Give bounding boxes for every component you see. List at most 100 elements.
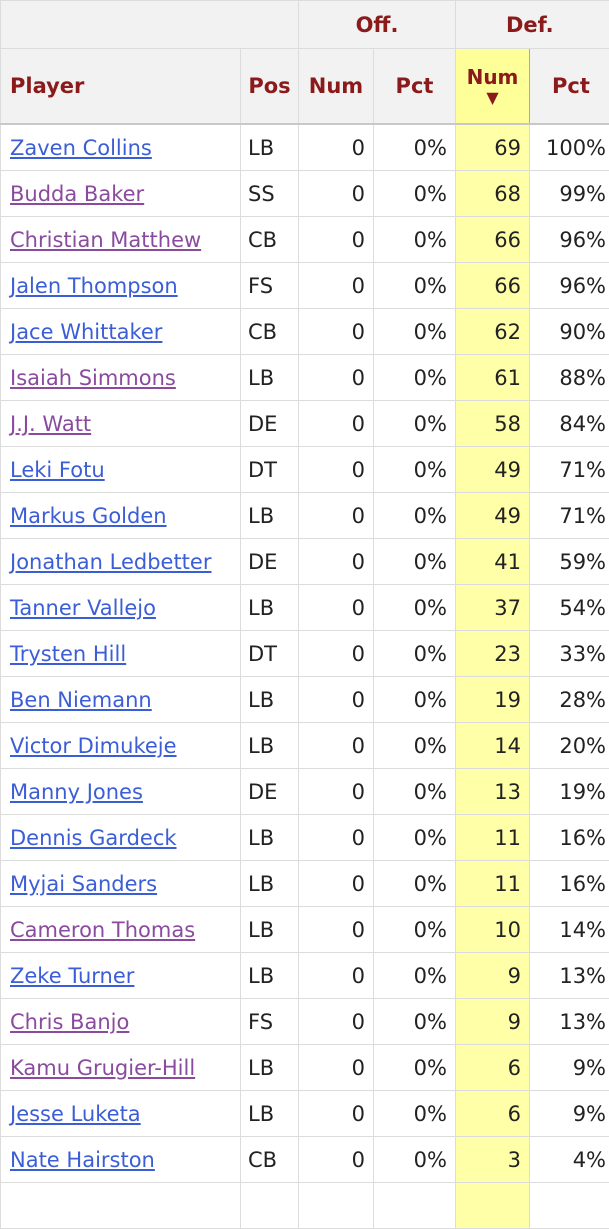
player-cell: Isaiah Simmons [1,355,241,401]
off-pct-cell: 0% [374,401,456,447]
def-pct-cell: 16% [530,815,609,861]
player-cell: Tanner Vallejo [1,585,241,631]
off-pct-cell: 0% [374,263,456,309]
player-cell: Jace Whittaker [1,309,241,355]
off-pct-cell: 0% [374,677,456,723]
player-link[interactable]: Tanner Vallejo [10,596,156,620]
def-pct-cell: 9% [530,1091,609,1137]
player-link[interactable]: Kamu Grugier-Hill [10,1056,195,1080]
position-cell: DT [241,447,299,493]
column-header-pos[interactable]: Pos [241,49,299,125]
position-cell: DE [241,539,299,585]
off-num-cell: 0 [299,171,374,217]
player-link[interactable]: Victor Dimukeje [10,734,177,758]
column-header-player[interactable]: Player [1,49,241,125]
player-link[interactable]: Ben Niemann [10,688,152,712]
player-link[interactable]: Leki Fotu [10,458,105,482]
player-link[interactable]: J.J. Watt [10,412,91,436]
player-link[interactable]: Budda Baker [10,182,144,206]
off-num-cell: 0 [299,815,374,861]
table-row [1,1183,609,1229]
column-header-def-pct[interactable]: Pct [530,49,609,125]
player-link[interactable]: Trysten Hill [10,642,126,666]
def-num-cell: 69 [456,124,530,171]
player-cell: Chris Banjo [1,999,241,1045]
def-num-cell: 49 [456,493,530,539]
player-link[interactable]: Markus Golden [10,504,167,528]
def-pct-cell: 9% [530,1045,609,1091]
column-header-off-num[interactable]: Num [299,49,374,125]
player-link[interactable]: Nate Hairston [10,1148,155,1172]
position-cell: LB [241,815,299,861]
off-pct-cell: 0% [374,999,456,1045]
def-num-cell: 23 [456,631,530,677]
def-num-cell: 41 [456,539,530,585]
player-link[interactable]: Isaiah Simmons [10,366,176,390]
def-num-cell: 62 [456,309,530,355]
group-header-offense: Off. [299,1,456,49]
def-num-cell: 6 [456,1091,530,1137]
player-cell: Myjai Sanders [1,861,241,907]
position-cell: CB [241,1137,299,1183]
off-num-cell: 0 [299,1137,374,1183]
def-pct-cell: 33% [530,631,609,677]
position-cell: LB [241,124,299,171]
column-header-off-pct[interactable]: Pct [374,49,456,125]
player-link[interactable]: Zaven Collins [10,136,152,160]
off-num-cell: 0 [299,585,374,631]
player-cell: Jesse Luketa [1,1091,241,1137]
player-cell: Nate Hairston [1,1137,241,1183]
player-link[interactable]: Chris Banjo [10,1010,129,1034]
off-num-cell [299,1183,374,1229]
def-num-cell: 9 [456,999,530,1045]
off-pct-cell: 0% [374,355,456,401]
player-link[interactable]: Dennis Gardeck [10,826,177,850]
off-pct-cell: 0% [374,217,456,263]
def-num-cell: 68 [456,171,530,217]
player-link[interactable]: Zeke Turner [10,964,134,988]
player-link[interactable]: Myjai Sanders [10,872,157,896]
def-num-cell: 11 [456,861,530,907]
def-num-cell: 61 [456,355,530,401]
off-pct-cell: 0% [374,953,456,999]
def-num-cell: 6 [456,1045,530,1091]
player-link[interactable]: Jace Whittaker [10,320,162,344]
player-link[interactable]: Manny Jones [10,780,143,804]
def-num-cell [456,1183,530,1229]
player-link[interactable]: Jesse Luketa [10,1102,141,1126]
def-pct-cell: 90% [530,309,609,355]
def-pct-cell [530,1183,609,1229]
position-cell: DE [241,401,299,447]
player-cell: Kamu Grugier-Hill [1,1045,241,1091]
off-num-cell: 0 [299,953,374,999]
off-pct-cell: 0% [374,539,456,585]
player-link[interactable]: Cameron Thomas [10,918,195,942]
player-link[interactable]: Jalen Thompson [10,274,178,298]
def-num-cell: 11 [456,815,530,861]
player-cell: Jonathan Ledbetter [1,539,241,585]
off-pct-cell: 0% [374,861,456,907]
column-header-def-num-sorted[interactable]: Num ▼ [456,49,530,125]
player-link[interactable]: Jonathan Ledbetter [10,550,211,574]
position-cell: LB [241,907,299,953]
off-pct-cell: 0% [374,1137,456,1183]
off-num-cell: 0 [299,263,374,309]
position-cell: LB [241,355,299,401]
player-link[interactable]: Christian Matthew [10,228,201,252]
def-num-cell: 14 [456,723,530,769]
group-header-row: Off. Def. [1,1,609,49]
player-cell: Christian Matthew [1,217,241,263]
position-cell: FS [241,999,299,1045]
player-cell: Victor Dimukeje [1,723,241,769]
def-num-cell: 37 [456,585,530,631]
position-cell: SS [241,171,299,217]
